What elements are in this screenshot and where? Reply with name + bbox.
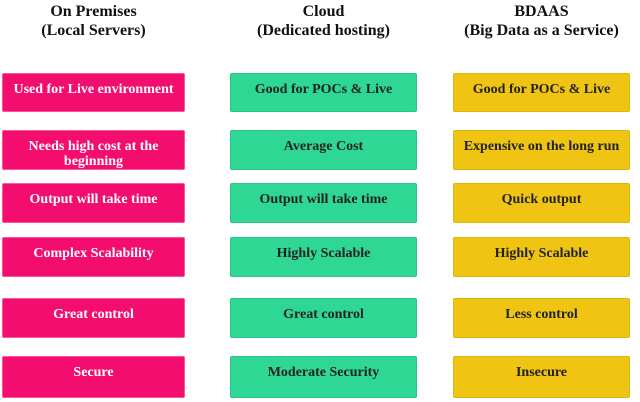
column-header-bdaas: BDAAS (Big Data as a Service) [453, 2, 630, 40]
bdaas-cost-box: Expensive on the long run [453, 130, 630, 170]
column-subtitle: (Local Servers) [41, 22, 146, 39]
column-title: On Premises [50, 3, 137, 20]
premises-cost-box: Needs high cost at the beginning [2, 130, 185, 170]
cloud-scalability-box: Highly Scalable [230, 237, 417, 277]
column-subtitle: (Big Data as a Service) [464, 22, 619, 39]
cloud-cost-box: Average Cost [230, 130, 417, 170]
column-title: Cloud [302, 3, 345, 20]
column-title: BDAAS [514, 3, 569, 20]
column-on-premises: On Premises (Local Servers) Used for Liv… [2, 0, 185, 402]
cloud-usage-box: Good for POCs & Live [230, 73, 417, 112]
cloud-security-box: Moderate Security [230, 356, 417, 398]
column-bdaas: BDAAS (Big Data as a Service) Good for P… [453, 0, 630, 402]
premises-usage-box: Used for Live environment [2, 73, 185, 112]
column-subtitle: (Dedicated hosting) [257, 22, 390, 39]
column-header-on-premises: On Premises (Local Servers) [2, 2, 185, 40]
premises-control-box: Great control [2, 298, 185, 338]
bdaas-security-box: Insecure [453, 356, 630, 398]
bdaas-control-box: Less control [453, 298, 630, 338]
premises-security-box: Secure [2, 356, 185, 398]
premises-output-box: Output will take time [2, 183, 185, 223]
bdaas-output-box: Quick output [453, 183, 630, 223]
premises-scalability-box: Complex Scalability [2, 237, 185, 277]
bdaas-scalability-box: Highly Scalable [453, 237, 630, 277]
column-header-cloud: Cloud (Dedicated hosting) [230, 2, 417, 40]
bdaas-usage-box: Good for POCs & Live [453, 73, 630, 112]
column-cloud: Cloud (Dedicated hosting) Good for POCs … [230, 0, 417, 402]
cloud-output-box: Output will take time [230, 183, 417, 223]
cloud-control-box: Great control [230, 298, 417, 338]
